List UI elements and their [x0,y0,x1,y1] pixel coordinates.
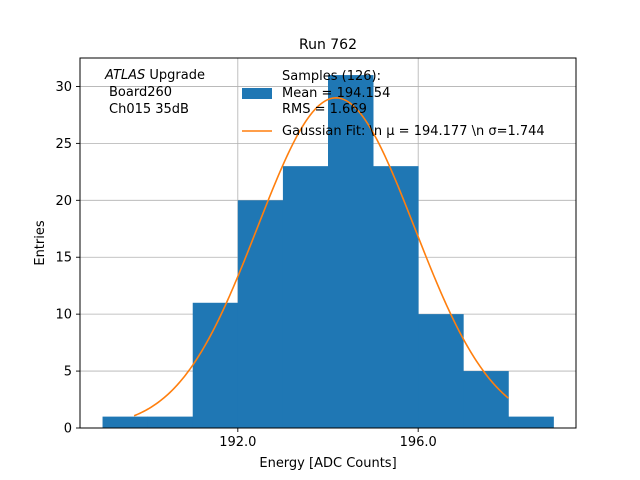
y-tick-label: 20 [55,194,72,209]
y-tick-label: 5 [64,365,72,380]
histogram-bar [328,75,374,429]
x-axis-label: Energy [ADC Counts] [259,456,396,471]
fit-layer [133,97,509,417]
atlas-label: ATLAS [104,68,145,83]
histogram-bar [373,166,419,428]
histogram-bar [508,416,554,428]
y-tick-label: 15 [55,251,72,266]
plot-area-frame [79,57,577,429]
legend: Samples (126): Mean = 194.154 RMS = 1.66… [242,69,545,139]
y-tick-label: 0 [64,422,72,437]
legend-label-fit: Gaussian Fit: \n μ = 194.177 \n σ=1.744 [282,124,545,139]
upgrade-label: Upgrade [145,68,205,83]
y-tick-label: 25 [55,137,72,152]
legend-swatch-samples [242,88,272,99]
histogram-bar [147,416,194,428]
y-axis-label: Entries [33,220,48,266]
histogram-bar [192,302,239,428]
y-tick-label: 30 [55,80,72,95]
annotation-board: Board260 [109,85,172,100]
legend-label-samples: Samples (126): [282,69,381,84]
histogram-bar [463,371,509,428]
gaussian-fit-line [133,97,509,417]
x-tick-label: 192.0 [219,435,256,450]
ticks-layer: 192.0 196.0 0 5 10 15 20 25 30 [55,80,436,450]
bars-layer [102,75,554,429]
histogram-bar [102,416,149,428]
chart-title: Run 762 [299,37,357,53]
annotation-box: ATLAS Upgrade Board260 Ch015 35dB [104,68,205,117]
histogram-bar [237,200,284,428]
histogram-bar [282,166,329,428]
x-tick-label: 196.0 [400,435,437,450]
y-tick-label: 10 [55,308,72,323]
legend-label-samples: Mean = 194.154 [282,86,390,101]
histogram-bar [418,314,464,428]
legend-label-samples: RMS = 1.669 [282,102,367,117]
annotation-line-1: ATLAS Upgrade [104,68,205,83]
annotation-channel: Ch015 35dB [109,102,189,117]
